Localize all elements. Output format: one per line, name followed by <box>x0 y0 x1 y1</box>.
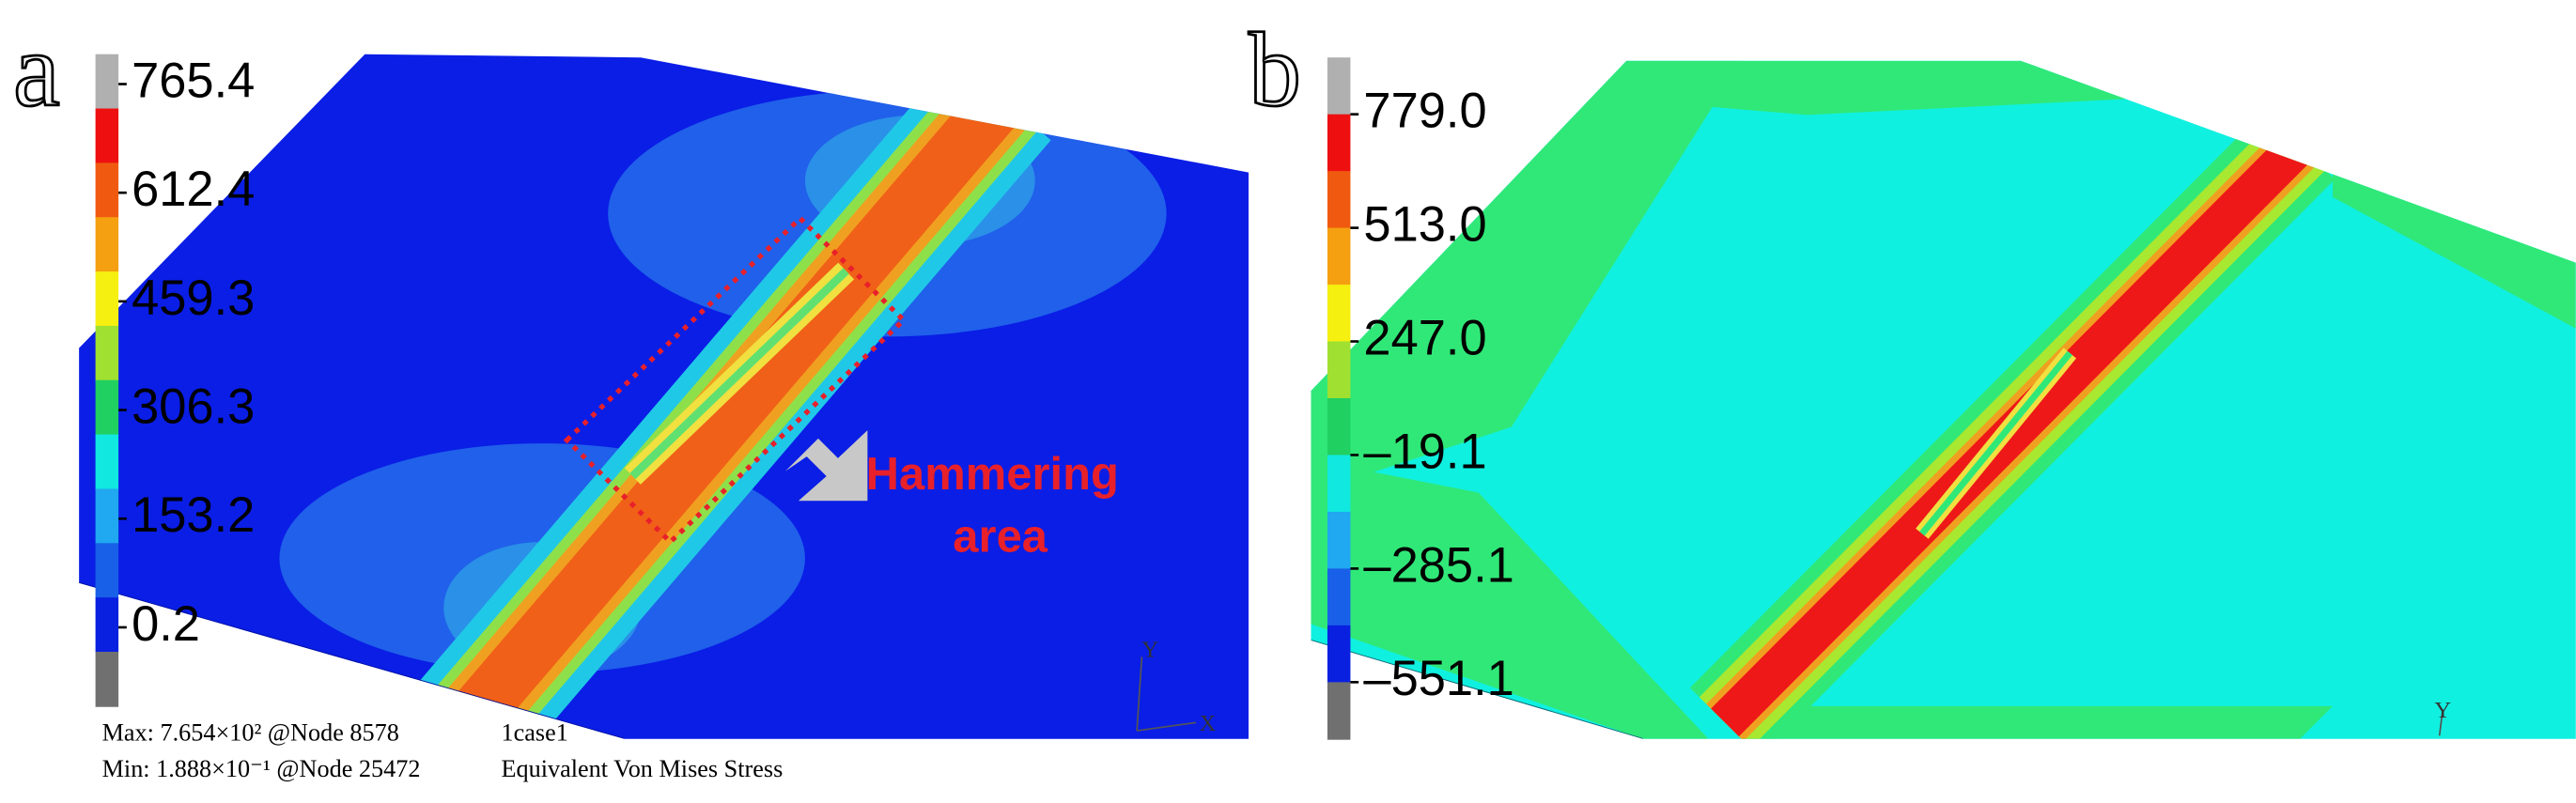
colorbar-label: 0.2 <box>132 597 200 652</box>
colorbar-label: 513.0 <box>1363 197 1486 252</box>
colorbar-segment <box>95 217 119 272</box>
colorbar-segment <box>95 108 119 164</box>
colorbar-label: 765.4 <box>132 54 255 108</box>
colorbar-segment <box>1327 455 1351 513</box>
colorbar-segment <box>95 543 119 599</box>
colorbar-segment <box>1327 227 1351 286</box>
colorbar-b: 779.0 513.0 247.0 –19.1 –285.1 –551.1 <box>1327 57 1514 740</box>
panel-label: a <box>13 12 60 129</box>
plate-a <box>79 54 1249 739</box>
colorbar-segment <box>95 325 119 381</box>
colorbar-segment <box>95 162 119 219</box>
colorbar-segment <box>1327 625 1351 684</box>
colorbar-segment <box>1327 398 1351 456</box>
colorbar-segment <box>1327 568 1351 626</box>
colorbar-segment <box>95 488 119 545</box>
colorbar-segment <box>1327 171 1351 229</box>
colorbar-segment <box>95 434 119 490</box>
colorbar-segment <box>1327 341 1351 399</box>
colorbar-a: 765.4 612.4 459.3 306.3 153.2 0.2 <box>95 54 255 707</box>
colorbar-segment <box>1327 511 1351 570</box>
annotation: Hammering <box>866 449 1119 500</box>
colorbar-segment <box>95 651 119 707</box>
case-info: 1case1 <box>501 719 567 747</box>
colorbar-segment <box>1327 682 1351 740</box>
axis-label: Y <box>2434 698 2451 723</box>
colorbar-segment <box>1327 57 1351 116</box>
annotation: area <box>953 511 1047 562</box>
colorbar-label: 306.3 <box>132 379 255 434</box>
panel-label: b <box>1249 12 1301 129</box>
colorbar-label: 153.2 <box>132 488 255 543</box>
colorbar-label: 612.4 <box>132 162 255 217</box>
colorbar-segment <box>1327 285 1351 343</box>
colorbar-label: 247.0 <box>1363 311 1486 365</box>
min-info: Min: 1.888×10⁻¹ @Node 25472 <box>102 755 421 782</box>
axis-label: X <box>1200 711 1217 736</box>
colorbar-segment <box>95 54 119 110</box>
colorbar-segment <box>95 379 119 436</box>
result-info: Equivalent Von Mises Stress <box>501 755 783 782</box>
colorbar-segment <box>95 271 119 327</box>
colorbar-segment <box>95 597 119 653</box>
max-info: Max: 7.654×10² @Node 8578 <box>102 719 399 747</box>
plate-b <box>1311 60 2576 739</box>
colorbar-label: 779.0 <box>1363 85 1486 139</box>
colorbar-label: –19.1 <box>1363 425 1486 479</box>
colorbar-label: 459.3 <box>132 271 255 326</box>
colorbar-label: –551.1 <box>1363 652 1513 706</box>
axis-label: Y <box>1141 637 1158 662</box>
colorbar-label: –285.1 <box>1363 538 1513 593</box>
colorbar-segment <box>1327 114 1351 173</box>
